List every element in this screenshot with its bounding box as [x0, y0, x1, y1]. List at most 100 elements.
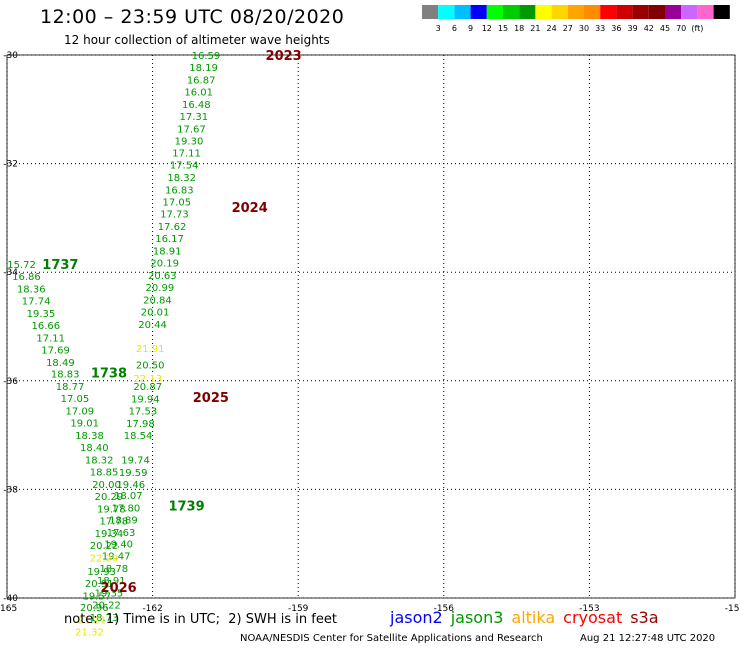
- x-tick-label: -162: [142, 604, 162, 614]
- swh-value-label: 20.84: [143, 295, 172, 306]
- swh-value-label: 18.07: [114, 491, 143, 502]
- pass-time-label: 1739: [168, 500, 204, 515]
- swh-value-label: 19.34: [95, 529, 124, 540]
- swh-value-label: 18.91: [97, 576, 126, 587]
- satellite-legend-item: altika: [511, 608, 556, 627]
- swh-value-label: 20.19: [150, 258, 179, 269]
- legend-label: 36: [611, 24, 621, 33]
- legend-swatch: [470, 5, 487, 19]
- x-tick-label: -159: [288, 604, 309, 614]
- legend-swatch: [422, 5, 439, 19]
- legend-swatch: [648, 5, 665, 19]
- swh-value-label: 16.48: [182, 100, 211, 111]
- swh-value-label: 16.83: [165, 186, 194, 197]
- legend-label: 9: [468, 24, 473, 33]
- swh-value-label: 17.73: [160, 210, 189, 221]
- legend-label: 70: [676, 24, 686, 33]
- x-tick-label: -150: [725, 604, 740, 614]
- x-tick-label: -156: [434, 604, 455, 614]
- swh-value-label: 20.50: [136, 361, 165, 372]
- swh-value-label: 19.35: [27, 309, 56, 320]
- swh-value-label: 18.91: [153, 246, 182, 257]
- x-tick-label: -153: [579, 604, 599, 614]
- swh-value-label: 17.80: [112, 503, 141, 514]
- color-scale-legend: 3 6 9 12 15 18 21 24 27 30 33 36 39 42 45 70 (ft): [422, 5, 730, 33]
- swh-value-label: 16.01: [184, 87, 213, 98]
- legend-swatch: [486, 5, 503, 19]
- swh-value-label: 17.67: [177, 124, 206, 135]
- swh-value-label: 17.98: [126, 419, 155, 430]
- swh-value-label: 22.13: [133, 374, 162, 385]
- chart-subtitle: 12 hour collection of altimeter wave hei…: [64, 33, 330, 47]
- swh-value-label: 20.63: [148, 271, 177, 282]
- y-tick-label: -40: [3, 594, 18, 604]
- legend-swatch: [632, 5, 649, 19]
- satellite-legend: jason2 jason3 altika cryosat s3a: [390, 608, 667, 627]
- swh-value-label: 17.54: [170, 161, 199, 172]
- swh-value-label: 20.01: [141, 307, 170, 318]
- y-tick-label: -38: [3, 485, 18, 495]
- swh-value-label: 17.62: [158, 222, 187, 233]
- pass-time-label: 2023: [266, 49, 302, 64]
- swh-value-label: 19.40: [104, 540, 133, 551]
- legend-swatch: [665, 5, 682, 19]
- legend-swatch: [535, 5, 552, 19]
- swh-value-label: 19.74: [121, 456, 150, 467]
- swh-value-label: 18.85: [90, 467, 119, 478]
- chart-title: 12:00 – 23:59 UTC 08/20/2020: [40, 6, 345, 28]
- legend-label: 39: [628, 24, 638, 33]
- swh-value-label: 20.22: [90, 541, 119, 552]
- legend-label: 24: [547, 24, 557, 33]
- legend-swatch: [697, 5, 714, 19]
- satellite-legend-item: s3a: [630, 608, 659, 627]
- swh-value-label: 17.09: [65, 407, 94, 418]
- satellite-legend-item: jason3: [450, 608, 504, 627]
- swh-value-label: 15.72: [7, 260, 36, 271]
- legend-swatch: [551, 5, 568, 19]
- swh-value-label: 18.78: [99, 564, 128, 575]
- swh-value-label: 20.00: [92, 480, 121, 491]
- swh-value-label: 17.53: [129, 407, 158, 418]
- swh-value-label: 20.96: [80, 603, 109, 614]
- legend-label: 6: [452, 24, 457, 33]
- swh-value-label: 18.19: [189, 63, 218, 74]
- legend-swatch: [713, 5, 730, 19]
- legend-label: (ft): [691, 24, 703, 33]
- swh-value-label: 18.32: [167, 173, 196, 184]
- y-tick-label: -32: [3, 160, 18, 170]
- credit-text: NOAA/NESDIS Center for Satellite Applica…: [240, 633, 543, 644]
- swh-value-label: 18.38: [75, 431, 104, 442]
- swh-value-label: 21.91: [136, 344, 165, 355]
- legend-swatch: [681, 5, 698, 19]
- legend-label: 12: [482, 24, 492, 33]
- swh-value-label: 18.49: [46, 358, 75, 369]
- swh-value-label: 19.47: [102, 552, 131, 563]
- swh-value-label: 18.73: [90, 613, 119, 624]
- legend-swatch: [438, 5, 455, 19]
- swh-value-label: 18.83: [51, 370, 80, 381]
- satellite-legend-item: cryosat: [563, 608, 623, 627]
- swh-value-label: 22.29: [90, 553, 119, 564]
- legend-label: 33: [595, 24, 605, 33]
- swh-value-label: 17.11: [172, 149, 201, 160]
- swh-value-label: 19.78: [97, 504, 126, 515]
- swh-value-label: 19.94: [131, 395, 160, 406]
- swh-value-label: 21.21: [78, 616, 107, 627]
- legend-swatch: [584, 5, 601, 19]
- swh-value-label: 18.36: [17, 284, 46, 295]
- pass-time-label: 2025: [193, 391, 229, 406]
- y-tick-label: -34: [3, 268, 18, 278]
- swh-value-label: 17.05: [61, 394, 90, 405]
- swh-value-label: 20.91: [85, 579, 114, 590]
- pass-time-label: 2024: [232, 201, 268, 216]
- swh-value-label: 19.46: [116, 480, 145, 491]
- swh-value-label: 16.17: [155, 234, 184, 245]
- legend-label: 42: [644, 24, 654, 33]
- legend-swatch: [454, 5, 471, 19]
- swh-value-label: 19.01: [70, 419, 99, 430]
- satellite-legend-item: jason2: [390, 608, 443, 627]
- swh-value-label: 20.99: [146, 283, 175, 294]
- swh-value-label: 19.57: [82, 591, 111, 602]
- legend-label: 27: [563, 24, 573, 33]
- swh-value-label: 19.59: [119, 468, 148, 479]
